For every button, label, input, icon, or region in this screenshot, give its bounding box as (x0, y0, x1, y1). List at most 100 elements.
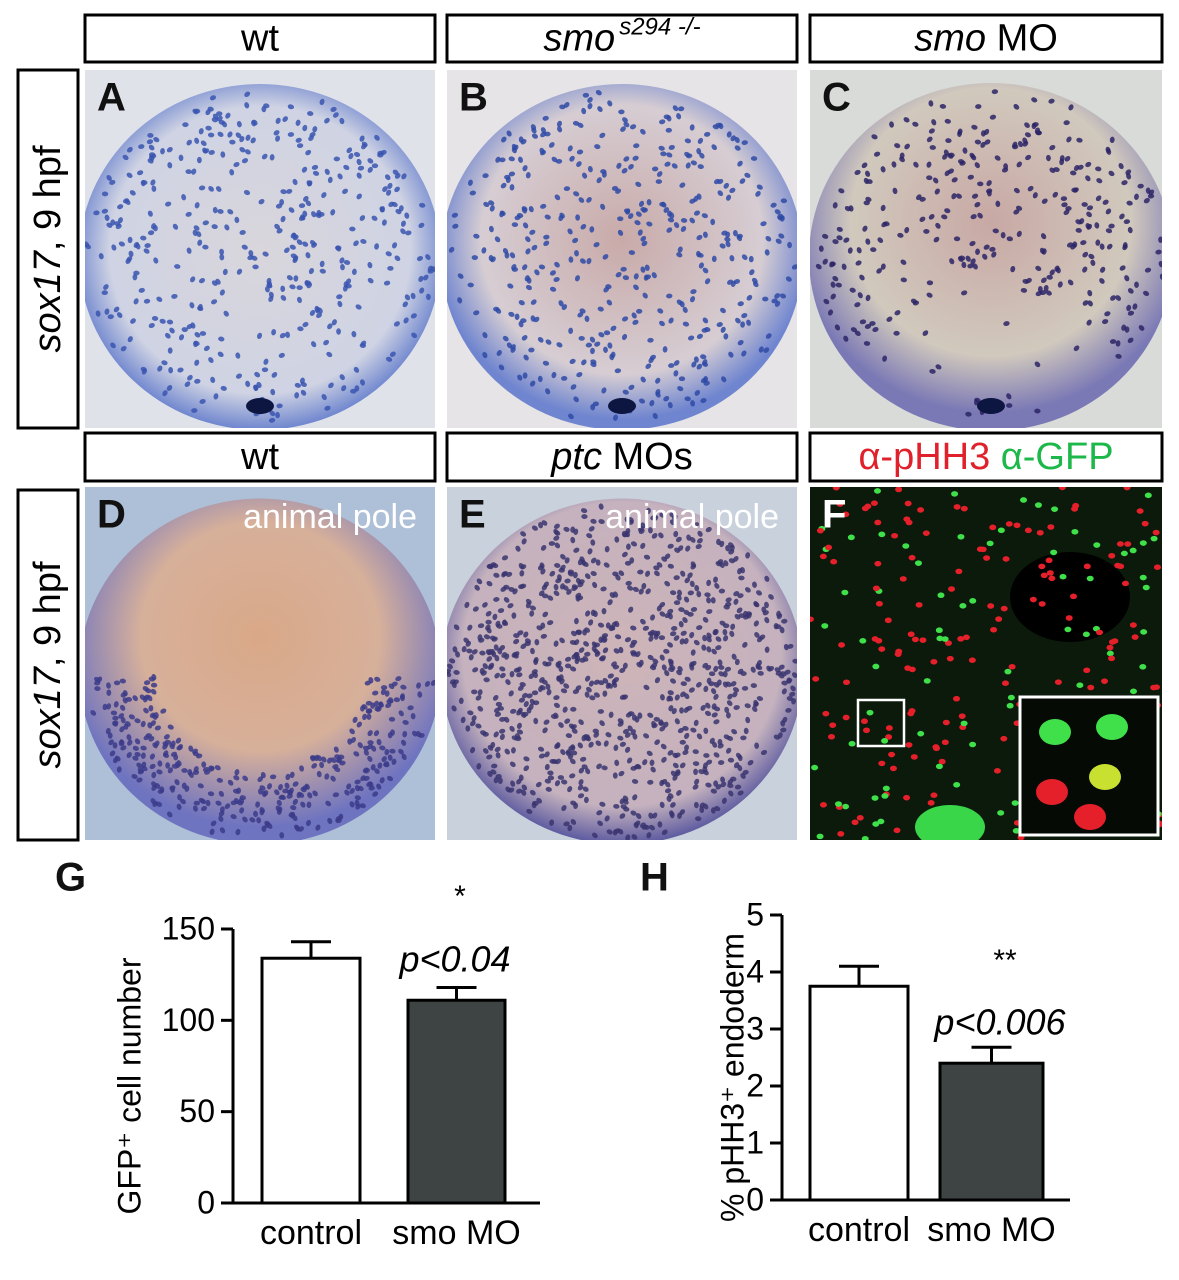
cell (170, 751, 178, 757)
cell (724, 236, 731, 242)
cell (844, 205, 851, 212)
cell (528, 673, 535, 680)
cell (553, 535, 560, 541)
cell (373, 700, 379, 707)
cell (668, 317, 674, 324)
cell (482, 663, 489, 670)
cell (752, 281, 759, 288)
cell (640, 207, 647, 212)
cell (836, 235, 843, 241)
cell (558, 674, 564, 681)
cell (522, 264, 528, 271)
cell (621, 694, 629, 700)
cell (990, 626, 998, 633)
cell (1134, 193, 1139, 200)
cell (1115, 295, 1122, 301)
cell (529, 229, 536, 235)
cell (724, 666, 732, 672)
cell (661, 829, 668, 836)
cell (238, 797, 245, 804)
cell (659, 119, 666, 125)
cell (932, 745, 940, 752)
cell (1087, 289, 1093, 297)
cell (309, 132, 316, 138)
cell (903, 794, 911, 801)
cell (711, 144, 717, 151)
cell (741, 350, 747, 357)
cell (447, 671, 452, 678)
cell (690, 606, 698, 612)
cell (583, 641, 589, 647)
cell (822, 710, 830, 717)
cell (290, 805, 297, 811)
cell (126, 752, 132, 759)
cell (570, 536, 576, 544)
cell (725, 681, 732, 688)
cell (135, 243, 141, 250)
cell (573, 396, 579, 403)
panel-header: wt (240, 18, 279, 60)
cell (214, 765, 221, 771)
cell (489, 635, 497, 641)
cell (785, 276, 792, 282)
cell (684, 732, 690, 739)
cell (467, 710, 474, 716)
cell (410, 292, 416, 300)
cell (192, 229, 198, 237)
cell (509, 670, 515, 678)
cell (1015, 205, 1023, 211)
cell (680, 681, 687, 687)
cell (197, 239, 203, 246)
cell (198, 278, 206, 284)
cell (194, 332, 201, 338)
cell (1069, 593, 1077, 600)
cell (417, 691, 423, 698)
cell (744, 172, 751, 178)
cell (349, 801, 355, 808)
cell (619, 741, 627, 747)
panel-label: C (822, 76, 851, 120)
cell (977, 181, 984, 187)
cell (735, 317, 741, 324)
cell (1013, 104, 1020, 110)
cell (476, 578, 483, 585)
cell (275, 135, 281, 142)
cell (1059, 573, 1067, 580)
cell (423, 274, 429, 281)
cell (640, 618, 646, 625)
cell (1159, 273, 1162, 280)
cell (658, 145, 665, 151)
cell (148, 152, 156, 158)
cell (549, 286, 557, 292)
cell (911, 636, 919, 643)
cell (630, 810, 637, 816)
cell (513, 633, 520, 639)
cell (734, 658, 740, 666)
cell (688, 687, 695, 693)
cell (1076, 137, 1083, 143)
cell (533, 658, 539, 666)
cell (560, 749, 566, 756)
cell (188, 745, 194, 752)
cell (523, 222, 529, 229)
cell (157, 365, 163, 372)
cell (555, 661, 561, 669)
cell (1040, 233, 1047, 240)
cell (733, 279, 741, 284)
cell (453, 670, 460, 675)
cell (746, 612, 752, 619)
cell (1035, 265, 1042, 272)
cell (692, 749, 699, 755)
cell (167, 347, 173, 354)
cell (216, 115, 223, 122)
cell (242, 816, 248, 823)
cell (523, 765, 530, 772)
cell (292, 798, 298, 805)
cell (509, 725, 515, 732)
cell (1126, 200, 1133, 206)
cell (377, 152, 384, 158)
cell (588, 619, 594, 626)
cell (693, 210, 701, 216)
cell (1001, 167, 1009, 173)
cell (634, 716, 640, 723)
